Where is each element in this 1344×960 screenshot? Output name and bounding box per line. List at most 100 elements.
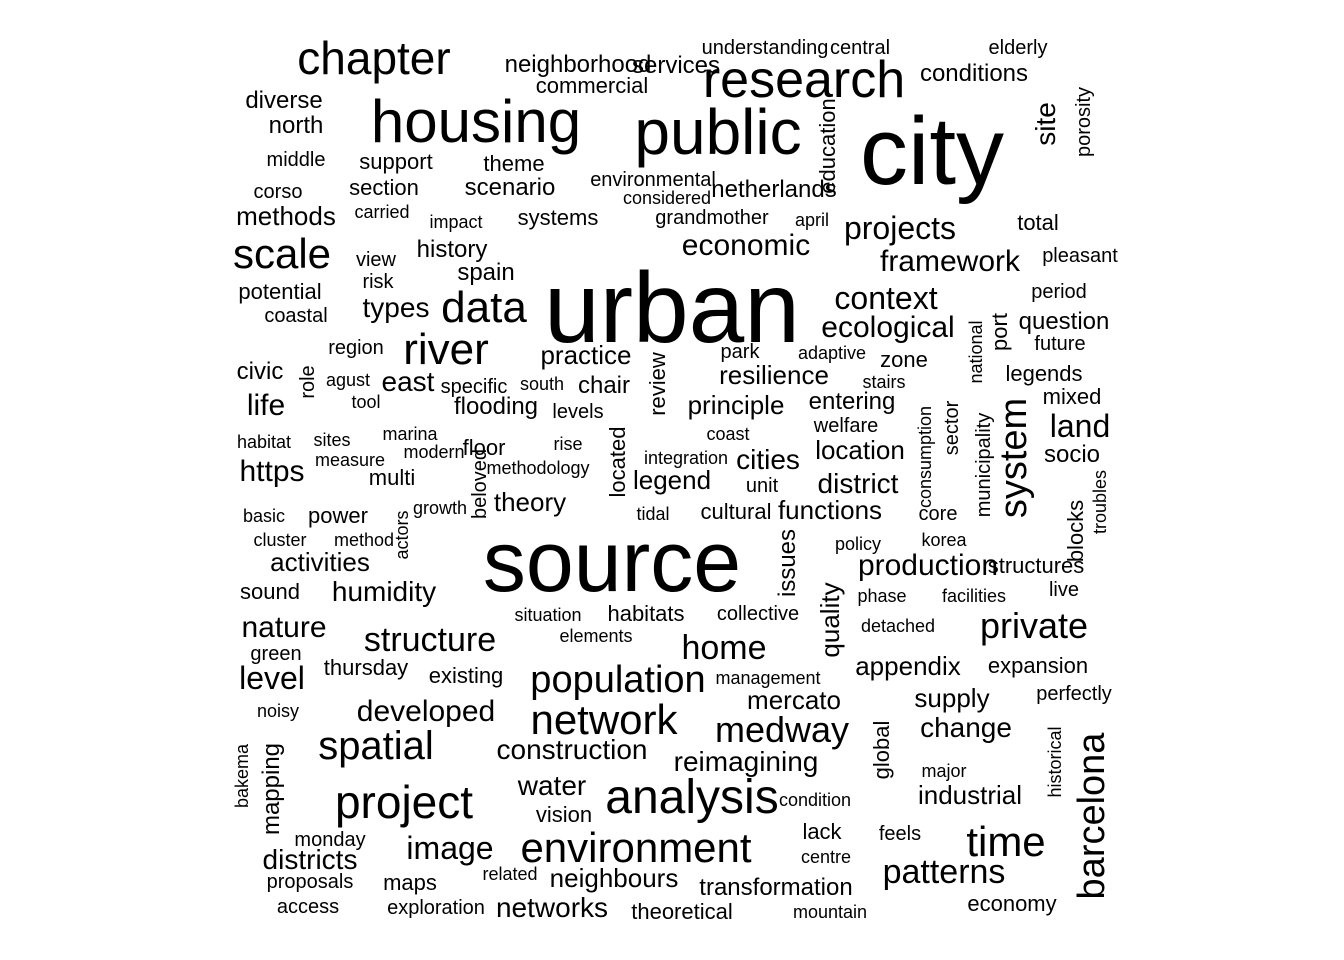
cloud-word: question	[1018, 308, 1110, 335]
cloud-word: resilience	[719, 360, 829, 390]
cloud-word: districts	[262, 844, 358, 875]
cloud-word: project	[334, 776, 474, 828]
cloud-word: grandmother	[655, 207, 769, 229]
cloud-word: monday	[294, 829, 366, 851]
cloud-word: river	[403, 325, 489, 374]
cloud-word: total	[1017, 210, 1059, 235]
cloud-word: https	[239, 455, 305, 488]
cloud-word: location	[815, 435, 905, 465]
cloud-word: city	[860, 98, 1004, 205]
cloud-word: services	[631, 52, 721, 79]
cloud-word: porosity	[1073, 86, 1095, 158]
cloud-word: structure	[363, 621, 497, 659]
cloud-word: supply	[914, 683, 990, 713]
cloud-word: measure	[314, 450, 386, 470]
cloud-word: netherlands	[711, 176, 837, 203]
cloud-word: image	[406, 830, 494, 866]
cloud-word: integration	[643, 448, 729, 468]
cloud-word: noisy	[256, 701, 300, 721]
cloud-word: green	[250, 643, 302, 665]
cloud-word: impact	[429, 212, 483, 232]
cloud-word: source	[482, 514, 742, 610]
cloud-word: feels	[878, 823, 922, 845]
cloud-word: level	[239, 660, 305, 696]
cloud-word: theme	[483, 151, 545, 176]
cloud-word: facilities	[941, 586, 1007, 606]
cloud-word: medway	[714, 709, 850, 750]
cloud-word: data	[441, 283, 527, 332]
cloud-word: floor	[462, 435, 506, 460]
cloud-word: period	[1031, 281, 1087, 303]
cloud-word: unit	[745, 475, 779, 497]
cloud-word: theory	[493, 487, 567, 517]
cloud-word: production	[857, 549, 999, 582]
cloud-word: access	[276, 896, 340, 918]
cloud-word: marina	[382, 424, 438, 444]
cloud-word: collective	[716, 603, 800, 625]
cloud-word: agust	[325, 370, 371, 390]
cloud-word: quality	[815, 582, 845, 658]
cloud-word: construction	[496, 734, 648, 765]
cloud-word: considered	[622, 188, 712, 208]
cloud-word: coastal	[264, 305, 328, 327]
cloud-word: existing	[428, 663, 504, 688]
cloud-word: methodology	[486, 458, 590, 478]
cloud-word: basic	[242, 506, 286, 526]
cloud-word: thursday	[323, 655, 409, 680]
cloud-word: detached	[860, 616, 936, 636]
cloud-word: consumption	[915, 405, 935, 509]
cloud-word: networks	[495, 892, 609, 923]
cloud-word: projects	[843, 210, 957, 246]
cloud-word: mixed	[1042, 384, 1102, 409]
cloud-word: proposals	[266, 871, 354, 893]
cloud-word: civic	[236, 358, 284, 385]
cloud-word: principle	[687, 390, 785, 420]
cloud-word: major	[921, 761, 967, 781]
cloud-word: spain	[457, 259, 515, 286]
cloud-word: region	[328, 337, 384, 359]
cloud-word: activities	[270, 547, 370, 577]
cloud-word: appendix	[855, 651, 961, 681]
cloud-word: view	[355, 249, 397, 271]
cloud-word: district	[817, 468, 899, 499]
cloud-word: global	[869, 720, 894, 780]
cloud-word: port	[987, 313, 1012, 351]
cloud-word: time	[966, 818, 1046, 865]
cloud-word: east	[381, 366, 435, 397]
cloud-word: expansion	[987, 653, 1089, 678]
cloud-word: multi	[368, 465, 416, 490]
cloud-word: change	[920, 712, 1012, 743]
cloud-word: cluster	[253, 530, 307, 550]
cloud-word: types	[362, 292, 430, 323]
cloud-word: historical	[1045, 726, 1065, 798]
cloud-word: barcelona	[1071, 732, 1113, 900]
cloud-word: modern	[403, 442, 465, 462]
cloud-word: transformation	[699, 874, 853, 901]
cloud-word: chapter	[297, 32, 451, 84]
cloud-word: framework	[879, 245, 1021, 278]
cloud-word: land	[1049, 408, 1111, 444]
cloud-word: scale	[232, 230, 332, 277]
cloud-word: chair	[577, 372, 631, 399]
cloud-word: entering	[808, 388, 896, 415]
cloud-word: mountain	[792, 902, 868, 922]
cloud-word: network	[530, 696, 678, 743]
cloud-word: cities	[736, 444, 800, 475]
cloud-word: blocks	[1063, 499, 1088, 563]
cloud-word: understanding	[701, 37, 829, 59]
cloud-word: sound	[240, 579, 300, 604]
cloud-word: located	[605, 426, 630, 498]
cloud-word: south	[519, 374, 565, 394]
cloud-word: conditions	[919, 60, 1029, 87]
cloud-word: live	[1048, 579, 1080, 601]
cloud-word: spatial	[318, 724, 434, 768]
cloud-word: environmental	[590, 169, 716, 191]
cloud-word: mercato	[747, 685, 841, 715]
cloud-word: north	[268, 112, 324, 139]
cloud-word: perfectly	[1036, 683, 1112, 705]
cloud-word: phase	[857, 586, 907, 606]
cloud-word: patterns	[882, 853, 1006, 891]
cloud-word: neighborhood	[504, 51, 652, 78]
cloud-word: actors	[392, 510, 412, 560]
cloud-word: national	[966, 320, 986, 384]
